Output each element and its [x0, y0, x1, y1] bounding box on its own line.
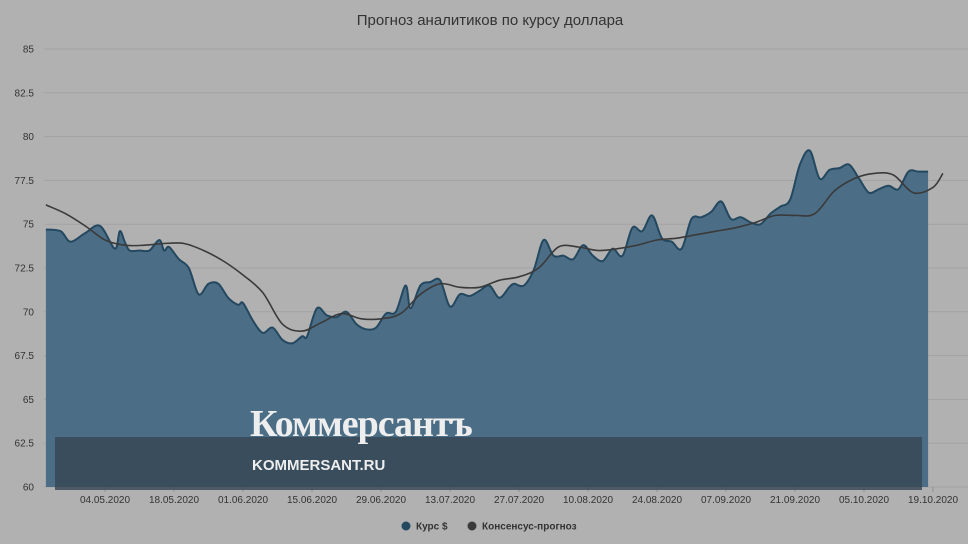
kommersant-logo: Коммерсантъ	[250, 403, 473, 445]
watermark-site: KOMMERSANT.RU	[252, 457, 386, 474]
x-tick-label: 01.06.2020	[218, 495, 268, 506]
legend-item-consensus[interactable]: Консенсус-прогноз	[467, 521, 577, 533]
y-tick-label: 77.5	[15, 176, 35, 187]
x-tick-label: 29.06.2020	[356, 495, 406, 506]
y-tick-label: 80	[23, 132, 35, 143]
plot-area	[45, 149, 944, 488]
x-tick-label: 10.08.2020	[563, 495, 613, 506]
y-tick-label: 62.5	[15, 439, 35, 450]
y-tick-label: 72.5	[15, 264, 35, 275]
y-tick-label: 70	[23, 307, 35, 318]
y-tick-label: 60	[23, 483, 35, 494]
y-tick-label: 65	[23, 395, 35, 406]
x-tick-label: 04.05.2020	[80, 495, 130, 506]
legend-marker-consensus	[467, 521, 477, 531]
x-tick-label: 27.07.2020	[494, 495, 544, 506]
x-tick-label: 24.08.2020	[632, 495, 682, 506]
x-tick-label: 13.07.2020	[425, 495, 475, 506]
x-axis-ticks: 04.05.2020 18.05.2020 01.06.2020 15.06.2020…	[80, 487, 958, 506]
y-tick-label: 67.5	[15, 351, 35, 362]
legend-item-rate[interactable]: Курс $	[401, 521, 448, 533]
legend-marker-rate	[401, 521, 411, 531]
y-tick-label: 82.5	[15, 88, 35, 99]
legend-label-consensus: Консенсус-прогноз	[482, 522, 577, 533]
x-tick-label: 18.05.2020	[149, 495, 199, 506]
x-tick-label: 21.09.2020	[770, 495, 820, 506]
y-axis-ticks: 60 62.5 65 67.5 70 72.5 75 77.5 80 82.5 85	[15, 45, 35, 494]
series-area-rate	[45, 150, 929, 488]
legend-label-rate: Курс $	[416, 522, 448, 533]
y-tick-label: 85	[23, 45, 35, 56]
chart-title: Прогноз аналитиков по курсу доллара	[357, 12, 624, 29]
x-tick-label: 05.10.2020	[839, 495, 889, 506]
y-tick-label: 75	[23, 220, 35, 231]
x-tick-label: 19.10.2020	[908, 495, 958, 506]
series-line-rate	[45, 149, 929, 345]
x-tick-label: 15.06.2020	[287, 495, 337, 506]
watermark-band	[55, 437, 922, 490]
x-tick-label: 07.09.2020	[701, 495, 751, 506]
series-line-consensus	[45, 172, 944, 332]
legend: Курс $ Консенсус-прогноз	[401, 521, 577, 533]
